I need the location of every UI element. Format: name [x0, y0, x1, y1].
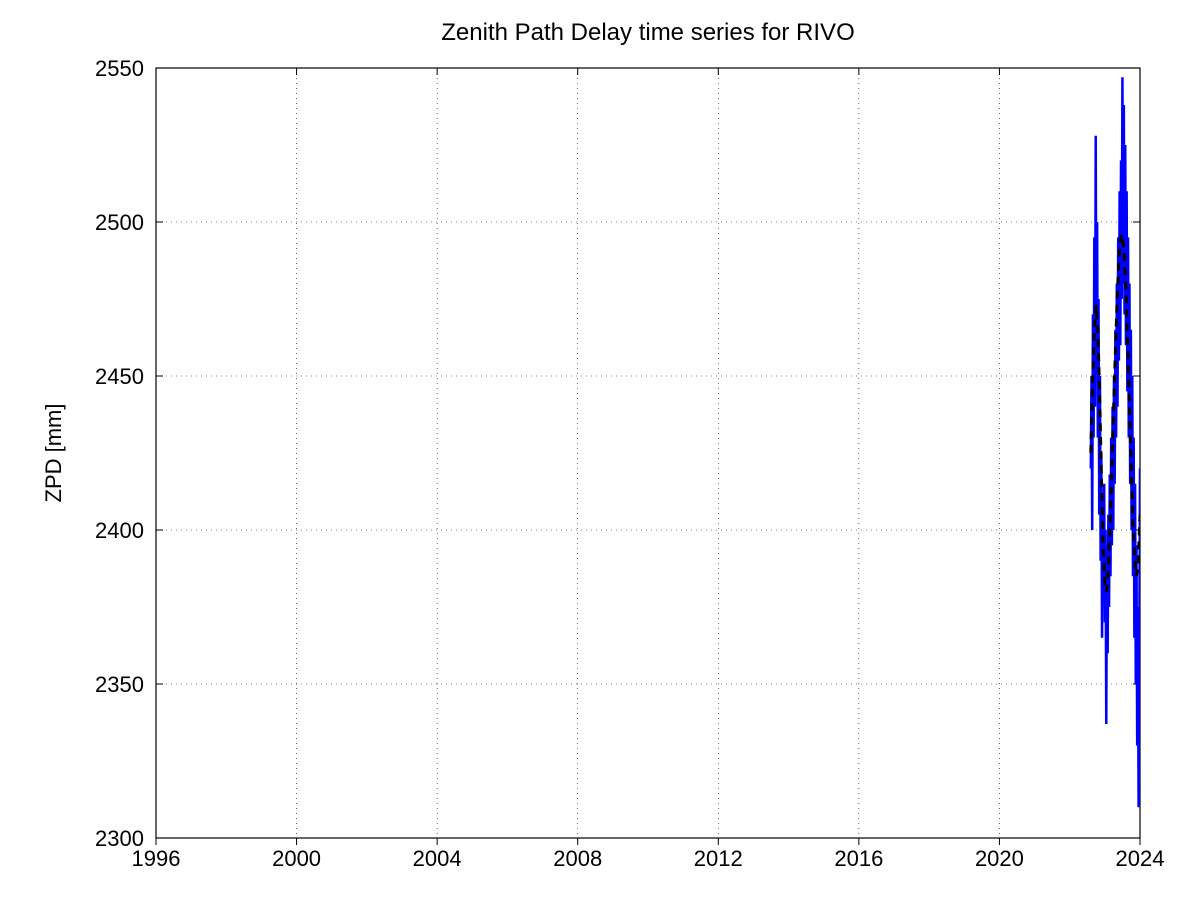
x-tick-label: 2008: [553, 846, 602, 871]
y-tick-label: 2550: [95, 56, 144, 81]
y-axis-label: ZPD [mm]: [41, 404, 66, 503]
y-tick-label: 2500: [95, 210, 144, 235]
x-tick-label: 2000: [272, 846, 321, 871]
x-tick-label: 2020: [975, 846, 1024, 871]
y-tick-label: 2350: [95, 672, 144, 697]
x-tick-label: 2012: [694, 846, 743, 871]
y-tick-label: 2450: [95, 364, 144, 389]
x-tick-label: 2016: [834, 846, 883, 871]
zpd-chart: 1996200020042008201220162020202423002350…: [0, 0, 1201, 901]
chart-container: 1996200020042008201220162020202423002350…: [0, 0, 1201, 901]
chart-title: Zenith Path Delay time series for RIVO: [441, 19, 854, 46]
y-tick-label: 2300: [95, 826, 144, 851]
x-tick-label: 2004: [413, 846, 462, 871]
x-tick-label: 2024: [1116, 846, 1165, 871]
y-tick-label: 2400: [95, 518, 144, 543]
